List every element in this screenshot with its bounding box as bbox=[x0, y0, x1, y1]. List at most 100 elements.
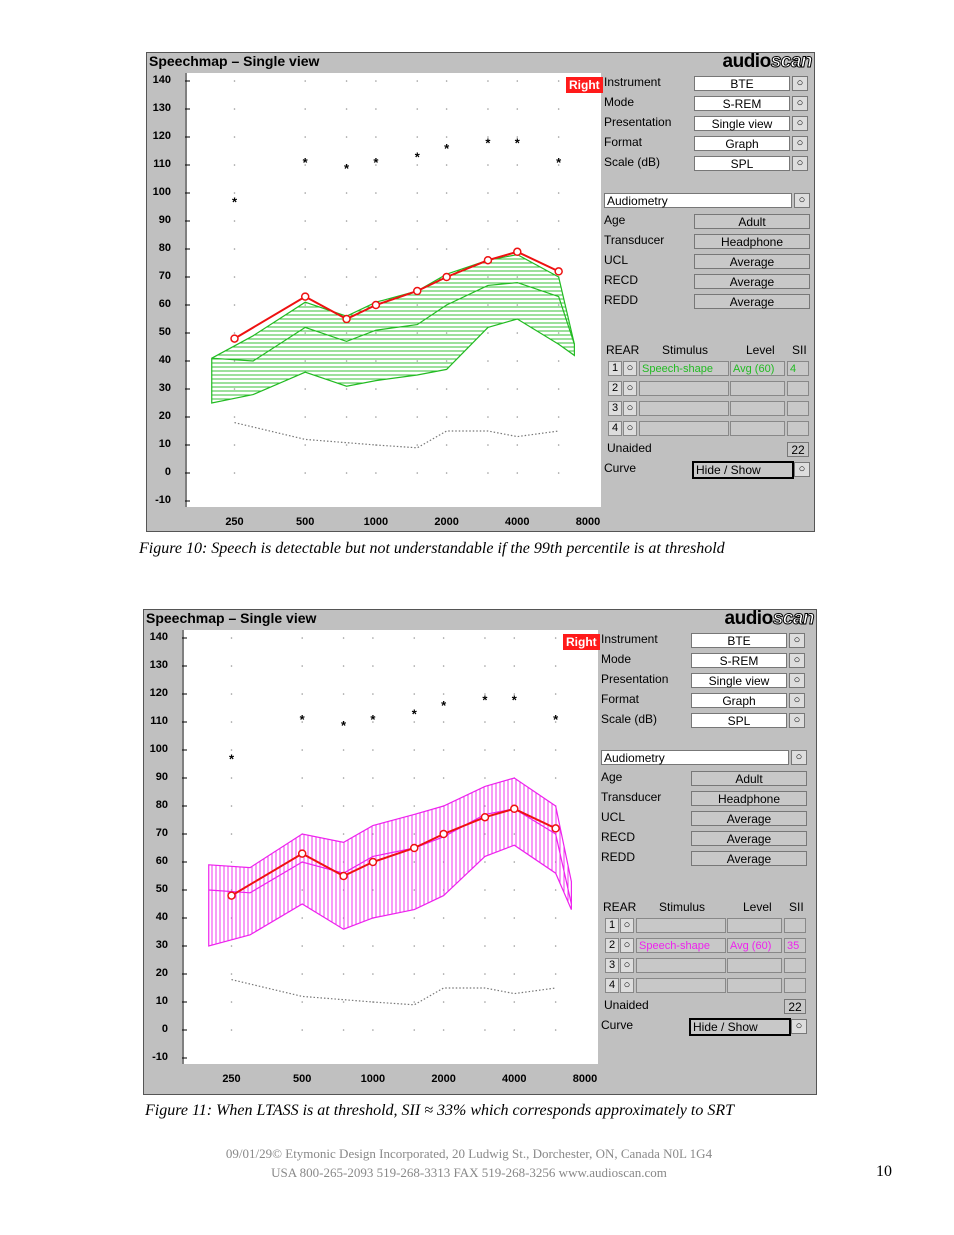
setting-value[interactable]: BTE bbox=[694, 76, 790, 91]
rear-row-number[interactable]: 2 bbox=[605, 938, 619, 953]
y-tick-label: 0 bbox=[164, 466, 171, 478]
audiometry-value[interactable]: Headphone bbox=[691, 791, 807, 806]
rear-row-toggle[interactable]: ○ bbox=[623, 401, 637, 416]
rear-stimulus[interactable] bbox=[639, 421, 729, 436]
rear-row-number[interactable]: 1 bbox=[605, 918, 619, 933]
rear-row-number[interactable]: 3 bbox=[608, 401, 622, 416]
grid-dot bbox=[375, 276, 377, 278]
grid-dot bbox=[484, 889, 486, 891]
grid-dot bbox=[304, 80, 307, 82]
rear-row-toggle[interactable]: ○ bbox=[620, 958, 634, 973]
ucl-marker: * bbox=[556, 155, 562, 170]
rear-row-toggle[interactable]: ○ bbox=[623, 421, 637, 436]
rear-row-number[interactable]: 3 bbox=[605, 958, 619, 973]
rear-row-number[interactable]: 1 bbox=[608, 361, 622, 376]
setting-toggle-button[interactable]: ○ bbox=[789, 713, 805, 728]
grid-dot bbox=[442, 693, 445, 695]
rear-level[interactable] bbox=[727, 958, 782, 973]
grid-dot bbox=[554, 749, 557, 751]
audiometry-button[interactable]: ○ bbox=[791, 750, 807, 765]
rear-row-number[interactable]: 2 bbox=[608, 381, 622, 396]
audiometry-value[interactable]: Headphone bbox=[694, 234, 810, 249]
grid-dot bbox=[416, 136, 419, 138]
hide-show-button[interactable]: Hide / Show bbox=[692, 461, 794, 479]
rear-row-number[interactable]: 4 bbox=[608, 421, 622, 436]
rear-stimulus[interactable]: Speech-shape bbox=[636, 938, 726, 953]
rear-row-number[interactable]: 4 bbox=[605, 978, 619, 993]
setting-value[interactable]: Single view bbox=[691, 673, 787, 688]
setting-toggle-button[interactable]: ○ bbox=[789, 693, 805, 708]
setting-value[interactable]: Graph bbox=[694, 136, 790, 151]
audiometry-value[interactable]: Average bbox=[694, 254, 810, 269]
audiometry-button[interactable]: ○ bbox=[794, 193, 810, 208]
rear-stimulus[interactable] bbox=[636, 978, 726, 993]
x-tick-label: 1000 bbox=[363, 516, 389, 528]
threshold-point bbox=[551, 824, 560, 833]
rear-level[interactable] bbox=[730, 381, 785, 396]
setting-label: Scale (dB) bbox=[601, 712, 658, 726]
rear-stimulus[interactable] bbox=[639, 401, 729, 416]
audiometry-header[interactable]: Audiometry bbox=[604, 193, 792, 208]
setting-value[interactable]: Graph bbox=[691, 693, 787, 708]
unaided-label: Unaided bbox=[604, 998, 649, 1012]
setting-value[interactable]: S-REM bbox=[694, 96, 790, 111]
ucl-marker: * bbox=[441, 698, 447, 713]
rear-stimulus[interactable] bbox=[636, 958, 726, 973]
grid-dot bbox=[442, 1001, 445, 1003]
rear-level[interactable] bbox=[727, 918, 782, 933]
rear-level[interactable] bbox=[730, 421, 785, 436]
setting-toggle-button[interactable]: ○ bbox=[792, 116, 808, 131]
setting-toggle-button[interactable]: ○ bbox=[789, 633, 805, 648]
audiometry-label: Transducer bbox=[601, 790, 662, 804]
audiometry-value[interactable]: Average bbox=[691, 811, 807, 826]
grid-dot bbox=[342, 973, 345, 975]
rear-level[interactable]: Avg (60) bbox=[727, 938, 782, 953]
rear-stimulus[interactable] bbox=[636, 918, 726, 933]
setting-toggle-button[interactable]: ○ bbox=[789, 673, 805, 688]
grid-dot bbox=[554, 945, 557, 947]
rear-row-toggle[interactable]: ○ bbox=[620, 978, 634, 993]
setting-value[interactable]: Single view bbox=[694, 116, 790, 131]
setting-toggle-button[interactable]: ○ bbox=[792, 136, 808, 151]
rear-row-toggle[interactable]: ○ bbox=[623, 361, 637, 376]
curve-toggle-button[interactable]: ○ bbox=[791, 1019, 807, 1034]
grid-dot bbox=[557, 416, 560, 418]
setting-toggle-button[interactable]: ○ bbox=[792, 96, 808, 111]
grid-dot bbox=[230, 721, 233, 723]
setting-value[interactable]: SPL bbox=[694, 156, 790, 171]
y-tick-label: 50 bbox=[155, 883, 168, 895]
y-tick-label: 70 bbox=[155, 827, 168, 839]
ucl-marker: * bbox=[553, 712, 559, 727]
audiometry-value[interactable]: Average bbox=[691, 851, 807, 866]
rear-stimulus[interactable]: Speech-shape bbox=[639, 361, 729, 376]
rear-row-toggle[interactable]: ○ bbox=[620, 918, 634, 933]
rear-row-toggle[interactable]: ○ bbox=[623, 381, 637, 396]
grid-dot bbox=[445, 80, 448, 82]
setting-toggle-button[interactable]: ○ bbox=[789, 653, 805, 668]
grid-dot bbox=[345, 304, 348, 306]
audiometry-value[interactable]: Adult bbox=[694, 214, 810, 229]
setting-value[interactable]: SPL bbox=[691, 713, 787, 728]
rear-row-toggle[interactable]: ○ bbox=[620, 938, 634, 953]
grid-dot bbox=[304, 276, 307, 278]
setting-value[interactable]: S-REM bbox=[691, 653, 787, 668]
audiometry-value[interactable]: Adult bbox=[691, 771, 807, 786]
setting-value[interactable]: BTE bbox=[691, 633, 787, 648]
audiometry-header[interactable]: Audiometry bbox=[601, 750, 789, 765]
setting-toggle-button[interactable]: ○ bbox=[792, 156, 808, 171]
x-tick-label: 8000 bbox=[575, 516, 601, 528]
grid-dot bbox=[557, 388, 560, 390]
rear-stimulus[interactable] bbox=[639, 381, 729, 396]
ucl-marker: * bbox=[370, 712, 376, 727]
curve-toggle-button[interactable]: ○ bbox=[794, 462, 810, 477]
threshold-point bbox=[442, 272, 451, 282]
setting-toggle-button[interactable]: ○ bbox=[792, 76, 808, 91]
rear-level[interactable] bbox=[730, 401, 785, 416]
hide-show-button[interactable]: Hide / Show bbox=[689, 1018, 791, 1036]
audiometry-value[interactable]: Average bbox=[694, 274, 810, 289]
rear-level[interactable] bbox=[727, 978, 782, 993]
grid-dot bbox=[487, 248, 489, 250]
rear-level[interactable]: Avg (60) bbox=[730, 361, 785, 376]
audiometry-value[interactable]: Average bbox=[694, 294, 810, 309]
audiometry-value[interactable]: Average bbox=[691, 831, 807, 846]
